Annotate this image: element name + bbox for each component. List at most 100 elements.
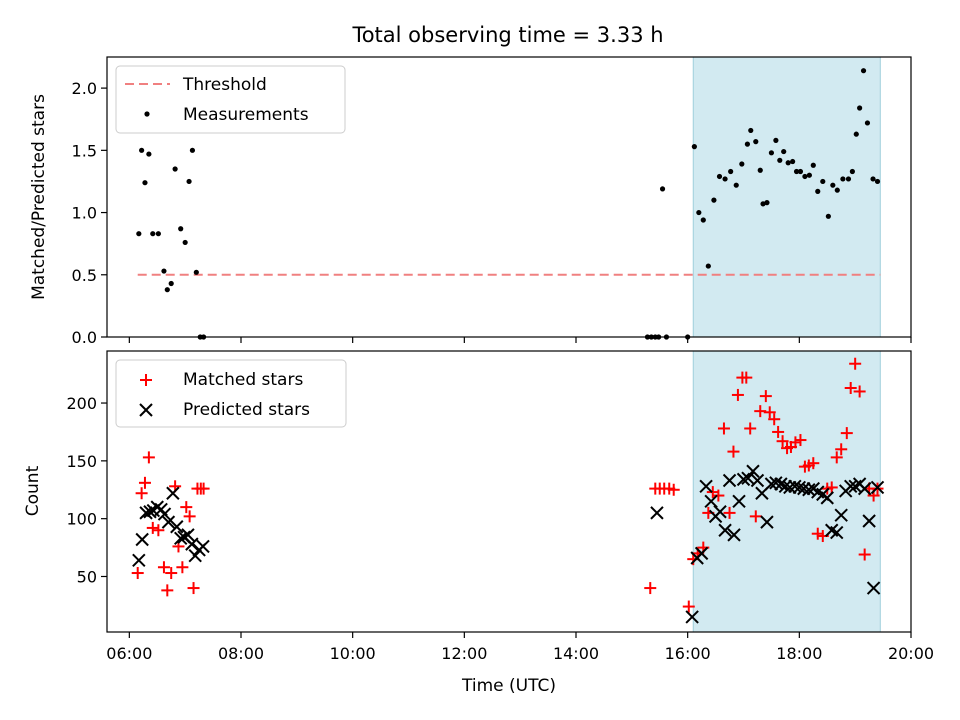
matched-star-point — [835, 443, 848, 456]
matched-star-point — [152, 524, 165, 537]
matched-star-point — [744, 422, 757, 435]
matched-star-point — [142, 451, 155, 464]
predicted-star-point — [161, 515, 176, 529]
predicted-star-point — [727, 528, 741, 542]
top-legend-box — [115, 65, 346, 134]
measurement-point — [696, 209, 702, 216]
predicted-star-point — [135, 532, 149, 547]
measurement-point — [781, 148, 787, 155]
predicted-star-point — [166, 486, 180, 500]
measurement-point — [150, 231, 156, 237]
matched-star-point — [723, 506, 736, 519]
predicted-star-point — [713, 505, 727, 519]
measurement-point — [748, 127, 754, 134]
predicted-star-point — [170, 520, 184, 534]
top-y-tick-label: 1.5 — [72, 141, 97, 160]
measurement-point — [806, 172, 812, 178]
top-axes-frame — [106, 56, 912, 338]
matched-star-point — [830, 451, 843, 464]
legend-measurements-label: Measurements — [183, 105, 309, 125]
legend-predicted-label: Predicted stars — [183, 400, 310, 420]
predicted-stars-points — [132, 464, 885, 624]
top-y-tick-label: 1.0 — [72, 204, 97, 223]
measurement-point — [186, 178, 192, 185]
matched-star-point — [811, 527, 824, 540]
matched-star-point — [180, 501, 193, 514]
matched-star-point — [789, 436, 802, 449]
x-tick-label: 10:00 — [330, 644, 376, 663]
bottom-y-tick-label: 100 — [66, 510, 97, 529]
top-shaded-span — [692, 56, 881, 338]
matched-star-point — [176, 561, 189, 574]
measurement-point — [711, 197, 717, 203]
x-tick-label: 08:00 — [218, 644, 264, 663]
measurement-point — [874, 178, 881, 185]
measurement-point — [716, 173, 723, 180]
measurement-point — [155, 231, 161, 237]
measurement-point — [840, 176, 846, 182]
measurement-point — [178, 226, 184, 232]
measurement-point — [849, 168, 855, 175]
x-tick-label: 16:00 — [665, 644, 711, 663]
matched-star-point — [644, 582, 657, 595]
bottom-y-ticks: 50 100 150 200 — [66, 394, 107, 586]
predicted-star-point — [685, 610, 699, 624]
measurement-point — [722, 176, 728, 182]
measurement-point — [834, 187, 840, 193]
legend-matched-swatch — [140, 374, 152, 386]
matched-star-point — [740, 371, 753, 384]
legend-threshold-label: Threshold — [182, 75, 267, 95]
matched-star-point — [138, 476, 151, 489]
predicted-star-point — [143, 505, 157, 519]
measurement-point — [744, 141, 751, 147]
matched-star-point — [844, 382, 857, 395]
matched-star-point — [727, 445, 740, 458]
measurement-point — [845, 176, 852, 182]
matched-star-point — [759, 390, 772, 403]
predicted-star-point — [699, 479, 713, 494]
matched-star-point — [807, 457, 820, 470]
matched-star-point — [754, 405, 767, 418]
matched-star-point — [749, 510, 762, 523]
predicted-star-point — [173, 531, 188, 546]
measurement-point — [753, 139, 759, 145]
matched-star-point — [763, 406, 776, 419]
measurement-point — [136, 231, 142, 237]
measurement-point — [810, 162, 816, 168]
predicted-star-point — [870, 480, 885, 495]
measurement-point — [830, 182, 836, 188]
measurement-point — [659, 186, 666, 192]
predicted-star-point — [181, 528, 195, 542]
matched-star-point — [849, 357, 862, 370]
bottom-x-ticks: 06:00 08:00 10:00 12:00 14:00 16:00 18:00 20:00 — [106, 632, 934, 663]
x-tick-label: 20:00 — [888, 644, 934, 663]
measurement-point — [793, 168, 800, 175]
predicted-star-point — [188, 548, 202, 563]
bottom-y-tick-label: 200 — [66, 394, 97, 413]
measurement-point — [773, 137, 779, 143]
top-y-tick-label: 0.5 — [72, 266, 97, 285]
legend-measurements-swatch — [144, 111, 150, 117]
measurement-point — [728, 168, 734, 175]
legend-predicted-swatch — [139, 403, 153, 417]
predicted-star-point — [857, 481, 872, 496]
predicted-star-point — [797, 481, 811, 496]
matched-star-point — [146, 521, 159, 534]
matched-star-point — [772, 425, 785, 438]
measurement-point — [815, 188, 821, 194]
top-x-ticks — [128, 337, 912, 343]
measurement-point — [785, 160, 791, 166]
x-tick-label: 18:00 — [776, 644, 822, 663]
x-tick-label: 06:00 — [106, 644, 152, 663]
measurement-point — [797, 168, 804, 175]
top-y-axis-label: Matched/Predicted stars — [29, 94, 49, 300]
bottom-axes-frame — [106, 350, 912, 633]
predicted-star-point — [834, 508, 848, 522]
measurement-point — [853, 131, 859, 137]
measurement-point — [161, 268, 167, 274]
measurement-point — [182, 239, 188, 246]
predicted-star-point — [746, 464, 760, 478]
matched-star-point — [794, 434, 807, 447]
predicted-star-point — [132, 553, 146, 568]
